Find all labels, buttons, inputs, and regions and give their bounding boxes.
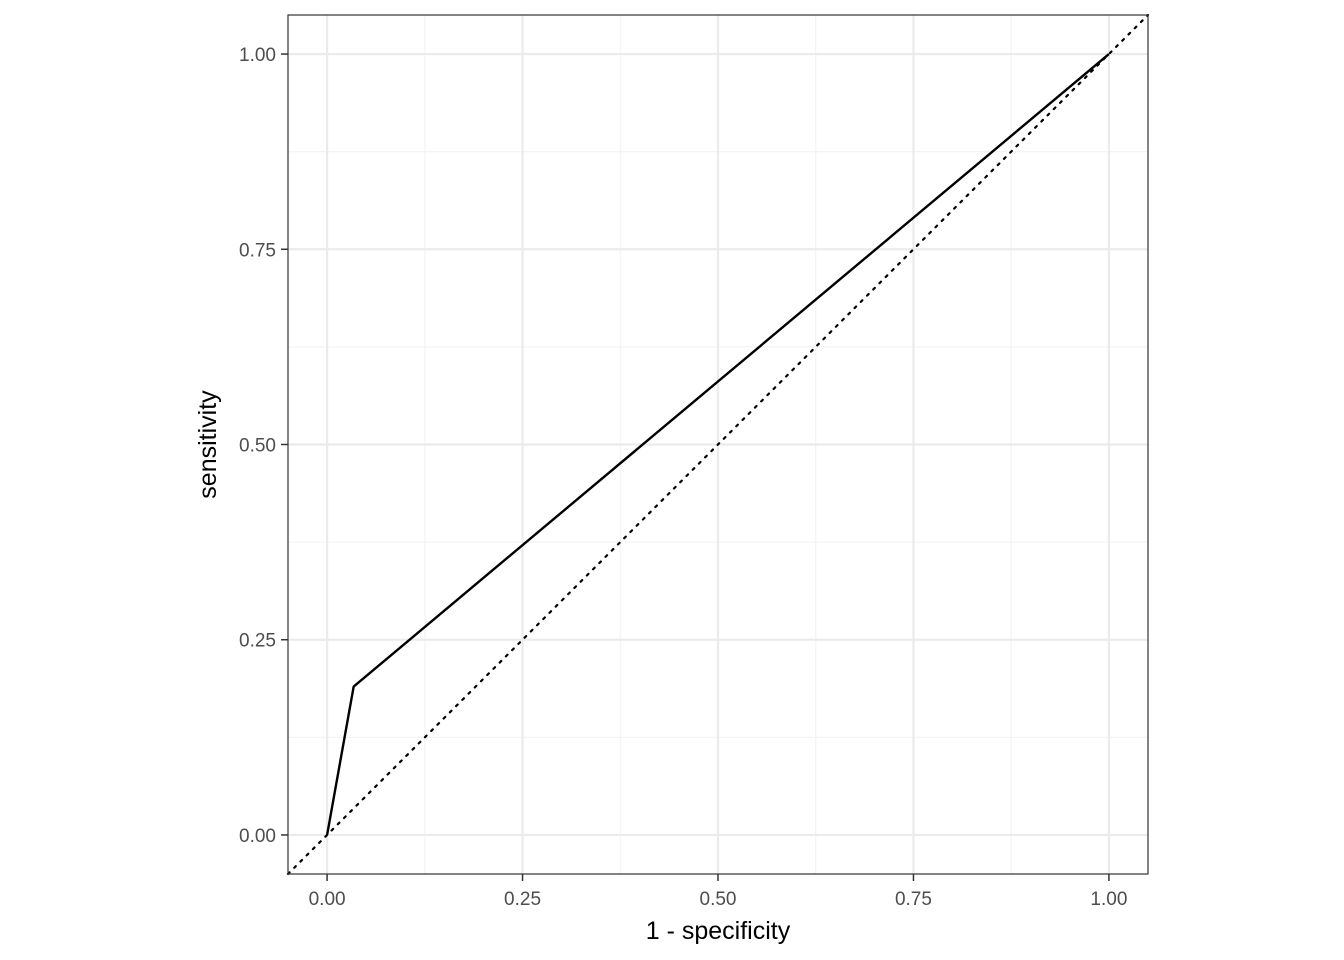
y-tick-label: 0.00 bbox=[239, 826, 276, 847]
x-tick-label: 1.00 bbox=[1090, 889, 1127, 910]
y-tick-label: 0.50 bbox=[239, 436, 276, 457]
x-tick-label: 0.25 bbox=[504, 889, 541, 910]
x-axis-ticks: 0.00 0.25 0.50 0.75 1.00 bbox=[309, 874, 1127, 910]
y-tick-label: 1.00 bbox=[239, 45, 276, 66]
x-tick-label: 0.00 bbox=[309, 889, 346, 910]
reference-diagonal-line bbox=[286, 13, 1150, 876]
x-tick-label: 0.50 bbox=[700, 889, 737, 910]
x-axis-title: 1 - specificity bbox=[646, 917, 791, 945]
major-grid bbox=[288, 15, 1148, 874]
y-axis-title: sensitivity bbox=[194, 390, 222, 499]
y-tick-label: 0.25 bbox=[239, 631, 276, 652]
y-tick-label: 0.75 bbox=[239, 240, 276, 261]
reference-line-layer bbox=[286, 13, 1150, 876]
y-axis-ticks: 0.00 0.25 0.50 0.75 1.00 bbox=[239, 45, 288, 847]
roc-curve-line bbox=[325, 53, 1110, 836]
x-tick-label: 0.75 bbox=[895, 889, 932, 910]
series-layer bbox=[325, 53, 1110, 836]
